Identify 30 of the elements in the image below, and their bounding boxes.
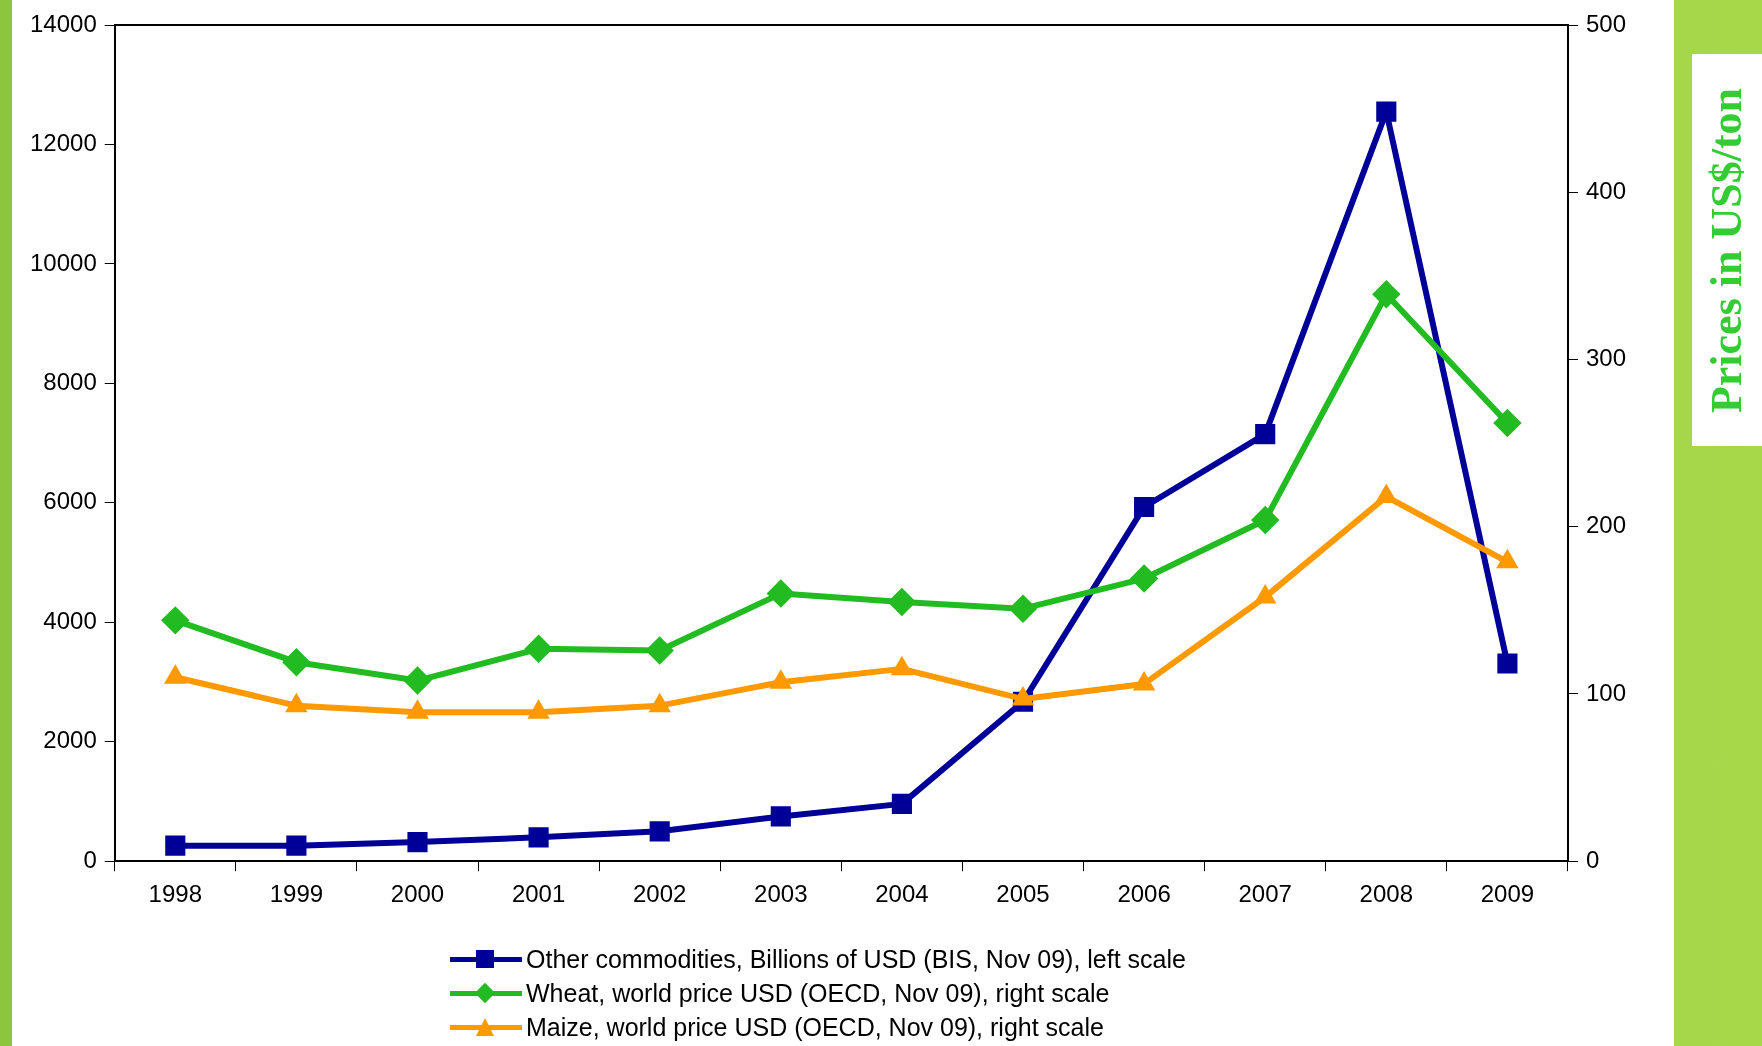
y-tick-label: 2000 — [43, 726, 97, 754]
x-tick-label: 2000 — [390, 880, 445, 908]
x-tick-label: 1998 — [148, 880, 202, 908]
y2-axis-title: Prices in US$/ton — [1701, 87, 1753, 413]
x-tick-label: 1999 — [269, 880, 324, 908]
x-tick-label: 2005 — [996, 880, 1050, 908]
x-tick-label: 2002 — [633, 880, 687, 908]
y-tick-label: 0 — [83, 845, 97, 873]
legend-label: Other commodities, Billions of USD (BIS, Nov 09), left scale — [526, 944, 1186, 974]
y-tick-label: 12000 — [29, 129, 97, 157]
y-tick-label: 8000 — [43, 368, 97, 395]
x-tick-label: 2009 — [1480, 880, 1535, 908]
legend-label: Wheat, world price USD (OECD, Nov 09), right scale — [526, 978, 1110, 1008]
y-tick-label: 10000 — [29, 248, 97, 276]
x-tick-label: 2007 — [1238, 880, 1292, 908]
y2-tick-label: 300 — [1585, 344, 1626, 372]
y2-tick-label: 200 — [1585, 511, 1626, 539]
y2-tick-label: 400 — [1585, 176, 1626, 204]
x-tick-label: 2001 — [511, 880, 566, 908]
y2-tick-label: 100 — [1585, 678, 1626, 706]
y-tick-label: 4000 — [43, 606, 97, 634]
x-tick-label: 2006 — [1117, 880, 1171, 908]
y2-tick-label: 0 — [1585, 845, 1600, 873]
y-tick-label: 6000 — [43, 487, 97, 515]
y-tick-label: 14000 — [29, 9, 97, 37]
x-tick-label: 2008 — [1359, 880, 1413, 908]
x-tick-label: 2004 — [875, 880, 929, 908]
x-tick-label: 2003 — [754, 880, 808, 908]
y2-tick-label: 500 — [1585, 9, 1626, 37]
legend-label: Maize, world price USD (OECD, Nov 09), right scale — [526, 1012, 1104, 1042]
